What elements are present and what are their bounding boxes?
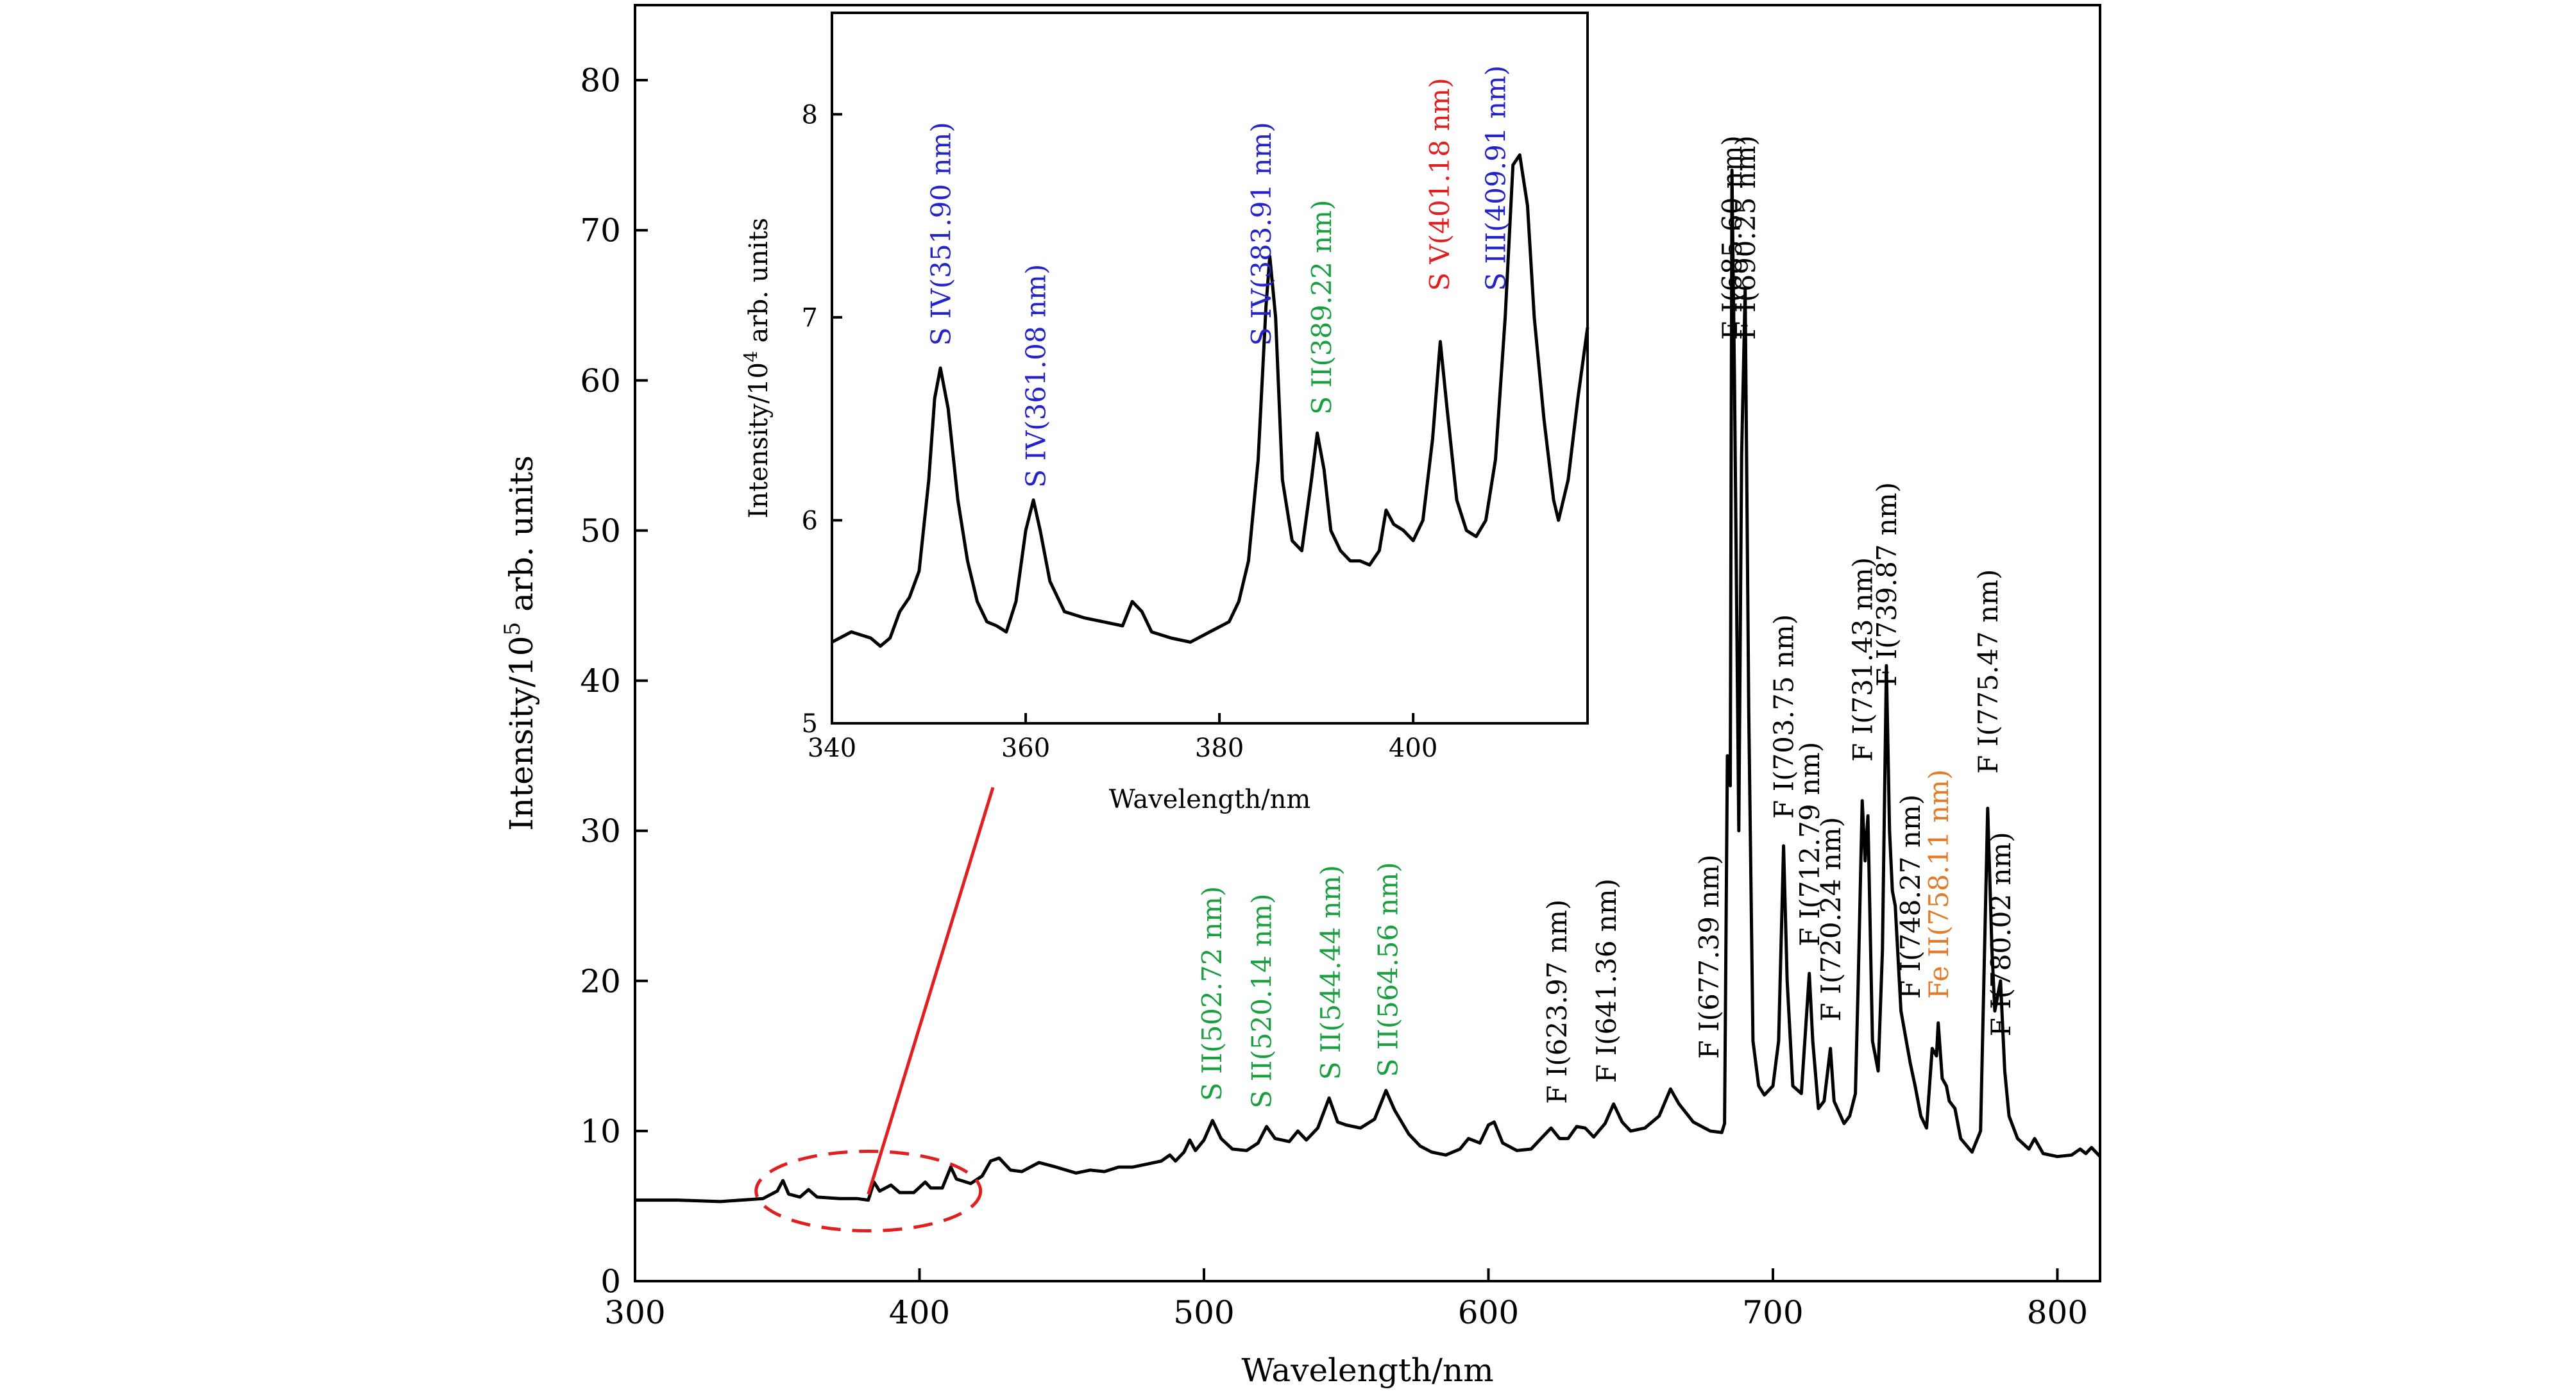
main-peak-label: Fe II(758.11 nm) (1923, 769, 1954, 999)
inset-y-tick-label: 6 (802, 506, 818, 535)
main-y-tick-label: 10 (580, 1113, 621, 1150)
main-plot-frame (634, 4, 2101, 1282)
main-x-tick-label: 800 (2027, 1294, 2088, 1331)
main-peak-label: S II(544.44 nm) (1315, 865, 1346, 1080)
main-y-axis-title-exponent: 5 (500, 622, 525, 636)
inset-plot-frame (831, 12, 1589, 725)
inset-y-tick-label: 7 (802, 303, 818, 333)
main-peak-labels: S II(502.72 nm) S II(520.14 nm) S II(544.4… (1196, 135, 2017, 1109)
main-peak-label: S II(520.14 nm) (1246, 894, 1277, 1109)
main-peak-label: S II(502.72 nm) (1196, 886, 1228, 1101)
inset-x-tick-label: 380 (1195, 734, 1244, 763)
inset-series-line-0 (831, 153, 1589, 648)
main-x-tick-label: 300 (604, 1294, 665, 1331)
main-y-axis-title: Intensity/105 arb. units (500, 455, 540, 830)
inset-ticks: 340 360 380 400 5 6 7 8 (802, 100, 1438, 763)
inset-x-tick-label: 340 (808, 734, 856, 763)
main-y-axis-title-unit: arb. units (503, 455, 540, 622)
main-y-tick-label: 60 (580, 362, 621, 399)
main-y-tick-label: 0 (600, 1263, 621, 1300)
main-peak-label: F I(685.60 nm) (1716, 135, 1748, 340)
inset-peak-labels: S IV(351.90 nm) S IV(361.08 nm) S IV(383.9… (925, 65, 1511, 488)
main-y-tick-label: 20 (580, 962, 621, 1000)
main-ticks: 300 400 500 600 700 800 0 10 20 30 40 50 60 70 80 (580, 62, 2088, 1331)
main-peak-label: F I(623.97 nm) (1541, 900, 1573, 1104)
main-peak-label: F I(703.75 nm) (1768, 614, 1800, 819)
main-plot: 300 400 500 600 700 800 0 10 20 30 40 50 60 70 80 S II… (500, 4, 2101, 1389)
inset-curve-layer (831, 153, 1589, 648)
main-x-tick-label: 500 (1173, 1294, 1234, 1331)
inset-x-tick-label: 360 (1001, 734, 1050, 763)
inset-x-axis-title: Wavelength/nm (1109, 785, 1311, 814)
main-peak-label: F I(720.24 nm) (1815, 817, 1847, 1021)
inset-peak-label: S V(401.18 nm) (1424, 78, 1455, 290)
main-peak-label: F I(731.43 nm) (1847, 557, 1879, 762)
main-series-line-0 (635, 169, 2101, 1204)
inset-y-axis-title-base: Intensity/10 (744, 362, 774, 518)
inset-y-axis-title-unit: arb. units (744, 218, 774, 351)
main-y-axis-title-base: Intensity/10 (503, 635, 540, 830)
main-peak-label: F I(641.36 nm) (1591, 878, 1622, 1083)
main-x-tick-label: 600 (1458, 1294, 1519, 1331)
main-peak-label: F I(739.87 nm) (1871, 482, 1902, 687)
zoom-marker (754, 787, 995, 1232)
inset-y-tick-label: 8 (802, 100, 818, 130)
inset-x-tick-label: 400 (1389, 734, 1437, 763)
main-y-tick-label: 80 (580, 62, 621, 99)
inset-peak-label: S IV(361.08 nm) (1020, 264, 1051, 488)
main-peak-label: F I(690.25 nm) (1730, 135, 1761, 340)
inset-y-axis-title: Intensity/104 arb. units (740, 218, 774, 519)
inset-peak-label: S II(389.22 nm) (1306, 200, 1337, 415)
main-y-tick-label: 30 (580, 812, 621, 850)
main-y-tick-label: 40 (580, 662, 621, 700)
main-peak-label: F I(775.47 nm) (1972, 569, 2004, 774)
main-x-axis-title: Wavelength/nm (1241, 1352, 1493, 1389)
inset-plot: 340 360 380 400 5 6 7 8 S IV(351.90 nm) S IV(361… (740, 12, 1589, 814)
zoom-connector-line (867, 787, 995, 1195)
inset-y-tick-label: 5 (802, 709, 818, 739)
main-peak-label: S II(564.56 nm) (1372, 862, 1403, 1077)
main-peak-label: F I(748.27 nm) (1895, 794, 1926, 999)
inset-peak-label: S IV(383.91 nm) (1246, 122, 1277, 346)
main-curve-layer (635, 169, 2101, 1204)
zoom-ellipse (754, 1150, 983, 1232)
main-x-tick-label: 400 (889, 1294, 950, 1331)
main-peak-label: F I(712.79 nm) (1794, 742, 1826, 946)
main-y-tick-label: 50 (580, 512, 621, 550)
main-peak-label: F I(780.02 nm) (1985, 832, 2017, 1036)
inset-peak-label: S IV(351.90 nm) (925, 122, 956, 346)
main-y-tick-label: 70 (580, 212, 621, 249)
inset-background (832, 13, 1588, 723)
main-x-tick-label: 700 (1742, 1294, 1803, 1331)
inset-peak-label: S III(409.91 nm) (1480, 65, 1512, 291)
main-peak-label: F I(677.39 nm) (1693, 854, 1725, 1059)
inset-y-axis-title-exponent: 4 (740, 351, 761, 362)
